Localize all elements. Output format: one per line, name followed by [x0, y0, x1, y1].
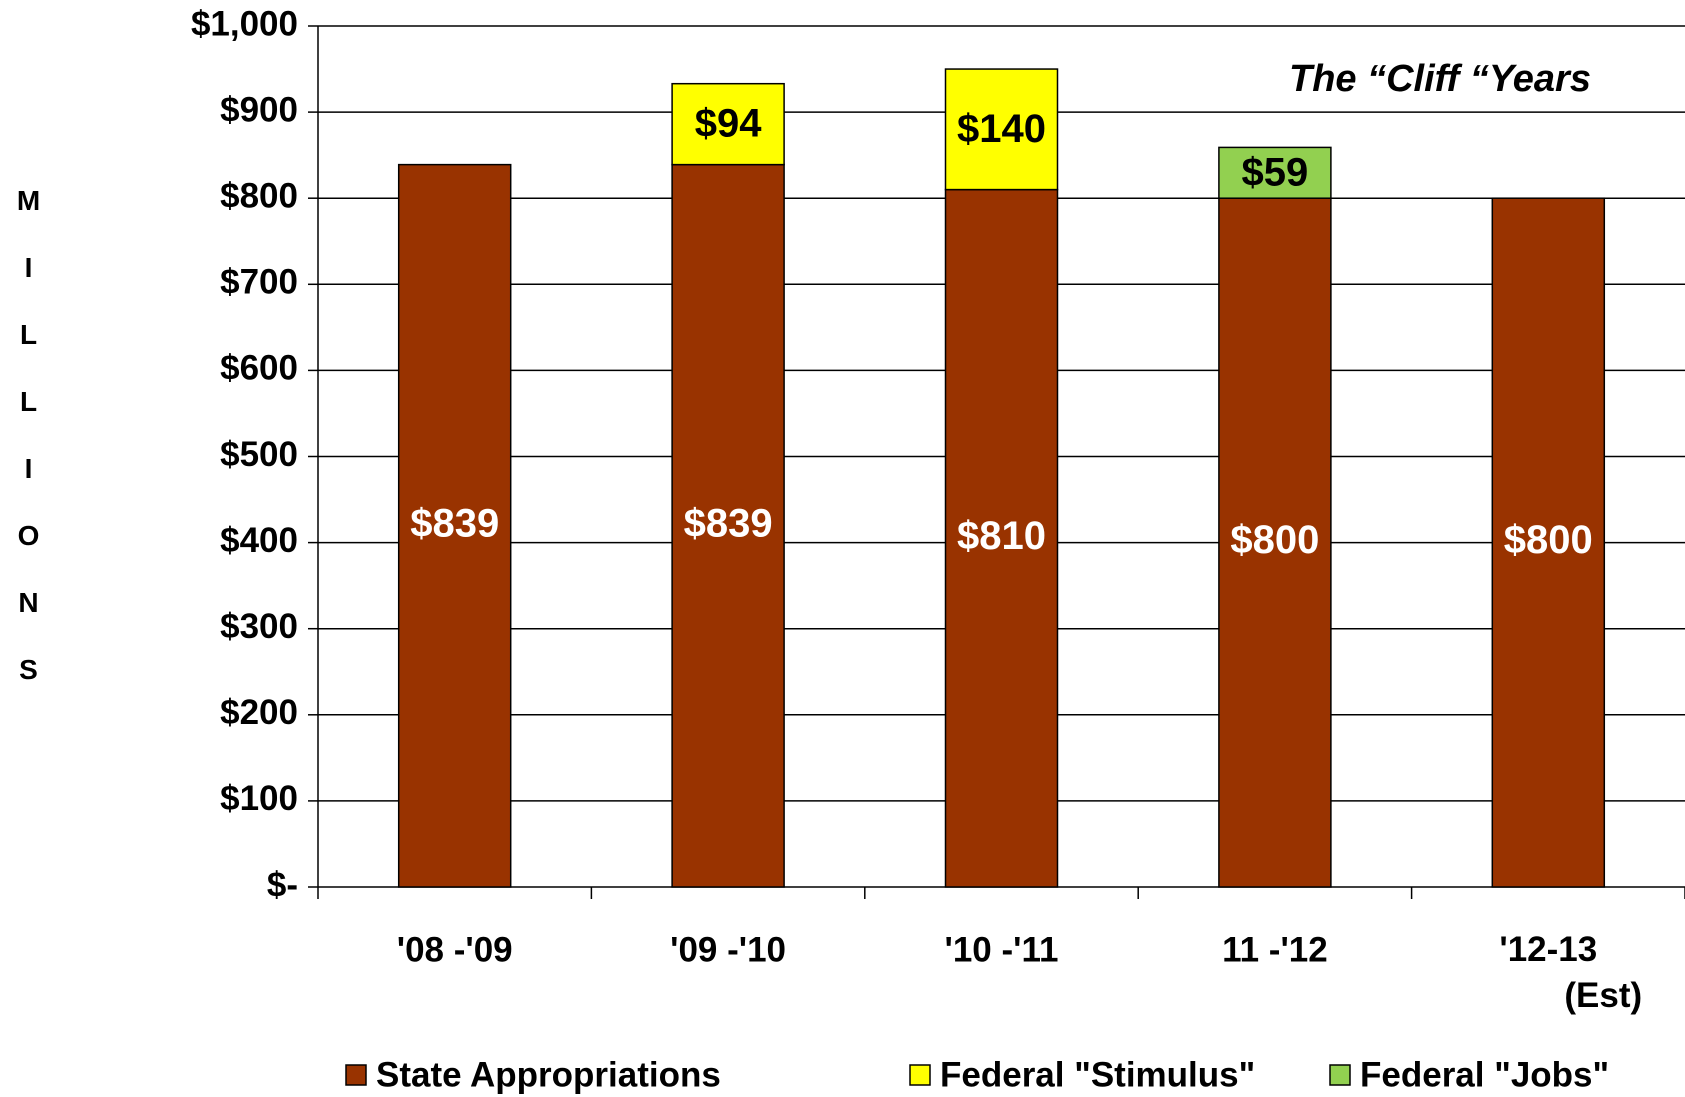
bar-segment [1491, 197, 1606, 888]
bar-segment [397, 163, 512, 888]
y-tick-label: $900 [220, 90, 298, 129]
x-tick-label: '09 -'10 [670, 930, 786, 969]
y-tick-label: $400 [220, 521, 298, 560]
legend-swatch [345, 1064, 367, 1086]
bar-segment [1218, 197, 1332, 888]
data-label: $800 [1230, 518, 1319, 562]
y-tick-label: $800 [220, 176, 298, 215]
x-tick-label: '12-13 (Est) [1499, 930, 1642, 1015]
bar-segment [944, 68, 1059, 191]
bar-segment [1218, 146, 1332, 199]
x-tick-label: 11 -'12 [1222, 930, 1328, 969]
data-label: $839 [410, 501, 499, 545]
bar-segment [944, 188, 1059, 888]
y-tick-label: $100 [220, 779, 298, 818]
x-tick-label: '10 -'11 [945, 930, 1059, 969]
legend-swatch [1329, 1064, 1351, 1086]
legend-label: Federal "Jobs" [1360, 1055, 1609, 1094]
legend-label: Federal "Stimulus" [940, 1055, 1255, 1094]
data-label: $59 [1242, 150, 1309, 194]
y-axis-label: MILLIONS [13, 185, 44, 721]
y-tick-label: $200 [220, 693, 298, 732]
y-tick-label: $1,000 [191, 4, 298, 43]
x-tick-label: '08 -'09 [397, 930, 513, 969]
y-tick-label: $500 [220, 435, 298, 474]
annotation: The “Cliff “Years [1289, 58, 1591, 100]
bar-segment [671, 163, 785, 888]
y-tick-label: $700 [220, 263, 298, 302]
data-label: $94 [695, 102, 762, 146]
data-label: $839 [684, 501, 773, 545]
bar-segment [671, 82, 785, 166]
data-label: $800 [1504, 518, 1593, 562]
data-label: $140 [957, 107, 1046, 151]
data-label: $810 [957, 514, 1046, 558]
y-tick-label: $600 [220, 349, 298, 388]
legend-label: State Appropriations [376, 1055, 721, 1094]
legend-swatch [909, 1064, 931, 1086]
y-tick-label: $- [267, 865, 298, 904]
y-tick-label: $300 [220, 607, 298, 646]
